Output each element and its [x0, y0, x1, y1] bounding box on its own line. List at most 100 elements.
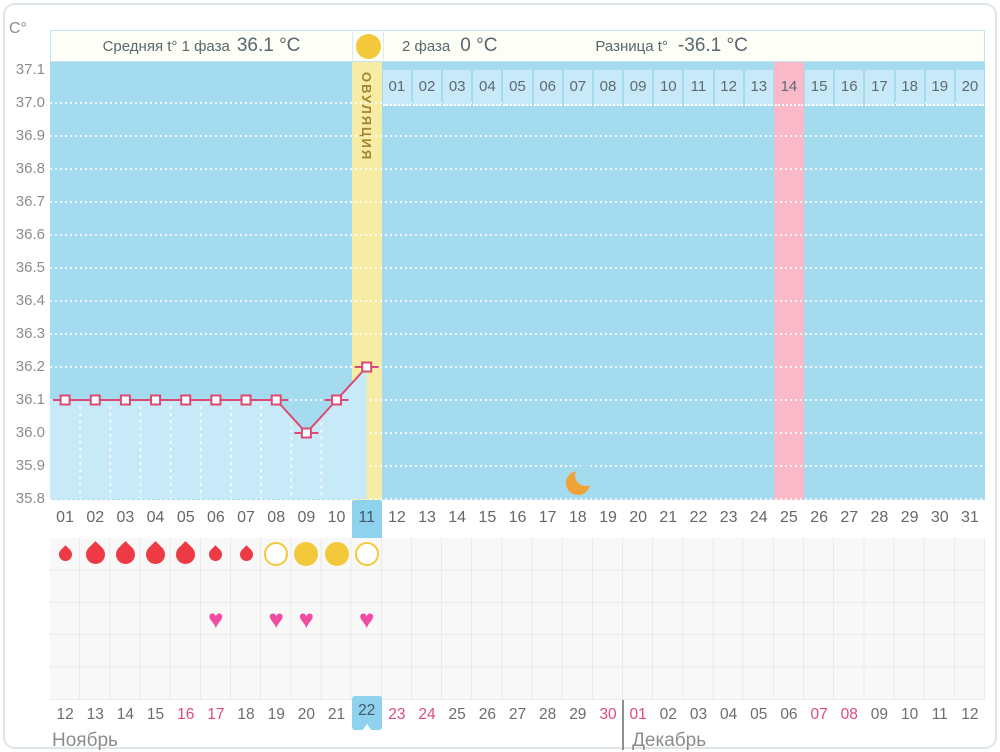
cycle-day-cell[interactable]: 16 — [508, 509, 527, 526]
cycle-day-cell[interactable]: 02 — [86, 509, 105, 526]
calendar-date-cell[interactable]: 19 — [267, 706, 285, 723]
temperature-marker[interactable] — [89, 394, 101, 406]
cycle-day-cell[interactable]: 11 — [351, 500, 382, 541]
calendar-date-cell[interactable]: 10 — [900, 706, 919, 723]
cycle-day-cell[interactable]: 31 — [961, 509, 979, 526]
plot-gridline — [50, 333, 985, 335]
note-cell-menstruation[interactable] — [171, 538, 201, 570]
y-axis: 37.1 37.0 36.9 36.8 36.7 36.6 36.5 36.4 36.3 36.2… — [0, 61, 45, 507]
calendar-date-cell[interactable]: 25 — [448, 706, 466, 723]
calendar-date-cell[interactable]: 18 — [237, 706, 255, 723]
calendar-date-cell[interactable]: 08 — [840, 706, 858, 723]
calendar-date-cell[interactable]: 03 — [689, 706, 708, 723]
calendar-dates-row: 12 13 14 15 16 17 18 19 20 21 22 23 24 25 26 27 28 29 30 01… — [50, 696, 985, 752]
cycle-day-cell[interactable]: 09 — [297, 509, 316, 526]
calendar-date-cell[interactable]: 26 — [478, 706, 496, 723]
calendar-date-cell[interactable]: 12 — [56, 706, 74, 723]
cycle-day-cell[interactable]: 19 — [599, 509, 617, 526]
temperature-marker[interactable] — [300, 427, 312, 439]
calendar-date-cell[interactable]: 30 — [599, 706, 617, 723]
temperature-marker[interactable] — [331, 394, 343, 406]
calendar-date-cell[interactable]: 13 — [86, 706, 104, 723]
note-cell-ovulation-test[interactable] — [321, 538, 351, 570]
note-cell-intimacy[interactable]: ♥ — [201, 603, 231, 635]
cycle-day-cell[interactable]: 06 — [206, 509, 225, 526]
diff-label: Разница t° — [595, 37, 668, 55]
note-cell-menstruation[interactable] — [110, 538, 140, 570]
cycle-day-cell[interactable]: 22 — [689, 509, 708, 526]
temperature-marker[interactable] — [119, 394, 131, 406]
calendar-date-cell[interactable]: 16 — [177, 706, 195, 723]
calendar-date-cell[interactable]: 02 — [659, 706, 677, 723]
calendar-date-cell[interactable]: 09 — [870, 706, 889, 723]
note-cell-menstruation[interactable] — [201, 538, 231, 570]
cycle-day-cell[interactable]: 17 — [538, 509, 557, 526]
blood-drop-icon — [111, 540, 139, 568]
cycle-day-cell[interactable]: 05 — [176, 509, 195, 526]
cycle-day-cell[interactable]: 18 — [568, 509, 587, 526]
calendar-date-cell[interactable]: 27 — [508, 706, 527, 723]
note-cell-menstruation[interactable] — [140, 538, 170, 570]
notes-grid: ♥ ♥ ♥ ♥ — [50, 538, 985, 700]
calendar-date-cell[interactable]: 06 — [780, 706, 798, 723]
cycle-day-cell[interactable]: 14 — [448, 509, 467, 526]
temperature-marker[interactable] — [180, 394, 192, 406]
note-cell-ovulation-test[interactable] — [352, 538, 382, 570]
cycle-day-cell[interactable]: 13 — [418, 509, 436, 526]
calendar-date-cell[interactable]: 28 — [539, 706, 557, 723]
heart-icon: ♥ — [268, 603, 284, 634]
cycle-day-cell[interactable]: 08 — [267, 509, 286, 526]
note-cell-intimacy[interactable]: ♥ — [261, 603, 291, 635]
calendar-date-cell[interactable]: 12 — [961, 706, 979, 723]
plot-gridline — [50, 366, 985, 368]
calendar-date-cell[interactable]: 29 — [569, 706, 587, 723]
calendar-date-cell[interactable]: 24 — [418, 706, 436, 723]
temperature-marker[interactable] — [361, 361, 373, 373]
month-label: Декабрь — [632, 730, 707, 751]
cycle-day-cell[interactable]: 29 — [900, 509, 919, 526]
calendar-date-cell[interactable]: 23 — [388, 706, 406, 723]
dpo-day-cell: 18 — [895, 70, 924, 106]
cycle-day-cell[interactable]: 23 — [719, 509, 738, 526]
note-cell-intimacy[interactable]: ♥ — [291, 603, 321, 635]
note-cell-ovulation-test[interactable] — [291, 538, 321, 570]
calendar-date-cell[interactable]: 05 — [750, 706, 768, 723]
temperature-marker[interactable] — [59, 394, 71, 406]
note-cell-ovulation-test[interactable] — [261, 538, 291, 570]
calendar-date-cell[interactable]: 20 — [297, 706, 315, 723]
temperature-marker[interactable] — [150, 394, 162, 406]
temperature-marker[interactable] — [210, 394, 222, 406]
cycle-day-cell[interactable]: 15 — [478, 509, 497, 526]
cycle-day-cell[interactable]: 10 — [327, 509, 346, 526]
cycle-day-cell[interactable]: 24 — [749, 509, 768, 526]
cycle-day-cell[interactable]: 25 — [780, 509, 798, 526]
calendar-date-cell[interactable]: 17 — [207, 706, 225, 723]
cycle-day-cell[interactable]: 01 — [56, 509, 74, 526]
cycle-day-cell[interactable]: 20 — [629, 509, 648, 526]
calendar-date-cell[interactable]: 22 — [351, 696, 382, 731]
temperature-marker[interactable] — [270, 394, 282, 406]
note-cell-menstruation[interactable] — [231, 538, 261, 570]
note-cell-menstruation[interactable] — [50, 538, 80, 570]
cycle-day-cell[interactable]: 26 — [810, 509, 828, 526]
temperature-marker[interactable] — [240, 394, 252, 406]
chart-header: Средняя t° 1 фаза 36.1 °C 2 фаза 0 °C Ра… — [50, 30, 985, 62]
cycle-day-cell[interactable]: 07 — [237, 509, 255, 526]
cycle-day-cell[interactable]: 12 — [387, 509, 406, 526]
calendar-date-cell[interactable]: 04 — [720, 706, 738, 723]
cycle-day-cell[interactable]: 28 — [870, 509, 889, 526]
cycle-day-cell[interactable]: 04 — [146, 509, 165, 526]
calendar-date-cell[interactable]: 11 — [931, 706, 948, 723]
blood-drop-icon — [172, 540, 200, 568]
cycle-day-cell[interactable]: 21 — [659, 509, 678, 526]
calendar-date-cell[interactable]: 14 — [116, 706, 135, 723]
note-cell-intimacy[interactable]: ♥ — [352, 603, 382, 635]
calendar-date-cell[interactable]: 15 — [146, 706, 165, 723]
calendar-date-cell[interactable]: 21 — [327, 706, 346, 723]
note-cell-menstruation[interactable] — [80, 538, 110, 570]
calendar-date-cell[interactable]: 07 — [810, 706, 828, 723]
cycle-day-cell[interactable]: 27 — [840, 509, 859, 526]
calendar-date-cell[interactable]: 01 — [629, 706, 647, 723]
cycle-day-cell[interactable]: 03 — [116, 509, 135, 526]
cycle-day-cell[interactable]: 30 — [930, 509, 949, 526]
